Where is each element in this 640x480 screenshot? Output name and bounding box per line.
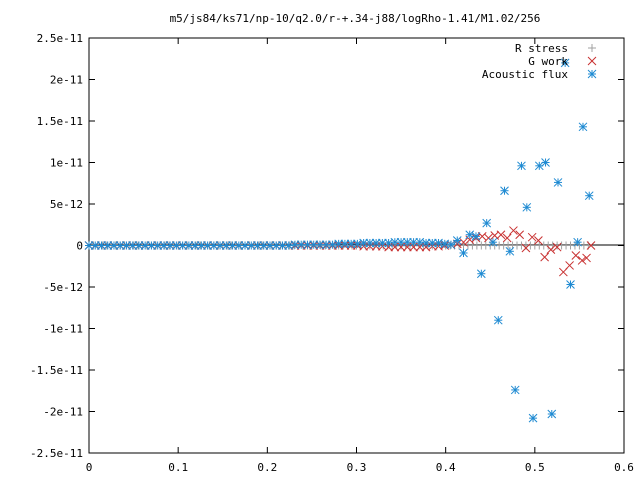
x-tick-label: 0.3 xyxy=(347,461,367,474)
data-point xyxy=(552,242,562,252)
data-point xyxy=(384,242,393,252)
data-point xyxy=(134,241,144,250)
data-point xyxy=(90,241,100,250)
data-point xyxy=(534,161,544,171)
data-point xyxy=(452,236,462,245)
data-point xyxy=(459,248,468,258)
data-point xyxy=(534,236,543,245)
data-point xyxy=(465,230,475,240)
data-point xyxy=(488,237,498,247)
x-tick-label: 0.2 xyxy=(257,461,277,474)
series-acoustic-flux xyxy=(84,58,594,423)
y-tick-label: -1e-11 xyxy=(43,323,83,336)
data-point xyxy=(190,241,200,250)
data-point xyxy=(315,240,325,250)
data-point xyxy=(577,256,587,265)
legend-marker xyxy=(588,44,596,52)
x-tick-label: 0.6 xyxy=(614,461,634,474)
data-point xyxy=(493,315,503,325)
x-tick-label: 0.1 xyxy=(168,461,188,474)
data-point xyxy=(476,269,486,279)
data-point xyxy=(510,385,520,395)
data-point xyxy=(459,237,468,247)
y-tick-label: -2.5e-11 xyxy=(30,447,83,460)
data-point xyxy=(528,413,538,423)
data-point xyxy=(196,241,206,250)
data-point xyxy=(522,202,532,212)
data-point xyxy=(296,240,306,250)
axis-tick-labels: 0 0.1 0.2 0.3 0.4 0.5 0.6 2.5e-11 2e-11 1.5e-11 1e… xyxy=(30,32,634,474)
data-point xyxy=(566,280,575,289)
series-g-work xyxy=(84,226,596,277)
y-tick-label: -1.5e-11 xyxy=(30,364,83,377)
data-point xyxy=(586,241,596,250)
data-point xyxy=(477,232,487,241)
legend-label: G work xyxy=(528,55,568,68)
data-point xyxy=(584,191,594,201)
data-point xyxy=(259,241,269,250)
data-point xyxy=(159,241,169,250)
y-tick-label: 0 xyxy=(76,240,83,253)
data-point xyxy=(165,241,175,250)
data-point xyxy=(546,245,556,255)
data-point xyxy=(578,122,588,132)
data-point xyxy=(553,178,563,187)
y-tick-label: 1e-11 xyxy=(50,157,83,170)
data-point xyxy=(571,251,581,260)
data-point xyxy=(328,240,337,250)
data-point xyxy=(560,58,570,68)
data-point xyxy=(409,237,418,247)
data-point xyxy=(565,261,574,270)
y-tick-label: -2e-11 xyxy=(43,406,83,419)
legend-label: R stress xyxy=(515,42,568,55)
chart-title: m5/js84/ks71/np-10/q2.0/r-+.34-j88/logRh… xyxy=(170,12,541,25)
x-tick-label: 0.5 xyxy=(525,461,545,474)
data-point xyxy=(446,240,456,250)
legend-label: Acoustic flux xyxy=(482,68,568,81)
data-point xyxy=(109,241,119,250)
data-point xyxy=(505,246,515,256)
data-point xyxy=(502,233,512,243)
data-point xyxy=(515,230,525,240)
x-tick-label: 0 xyxy=(86,461,93,474)
data-point xyxy=(178,241,187,250)
data-point xyxy=(547,409,557,419)
y-tick-label: 5e-12 xyxy=(50,198,83,211)
data-point xyxy=(140,241,150,250)
data-point xyxy=(500,186,509,196)
data-point xyxy=(153,241,163,250)
data-point xyxy=(540,252,549,262)
data-point xyxy=(541,158,550,167)
data-point xyxy=(517,161,526,171)
data-point xyxy=(527,232,537,242)
data-point xyxy=(265,241,275,250)
y-tick-label: -5e-12 xyxy=(43,281,83,294)
series-layer xyxy=(84,58,596,423)
data-point xyxy=(582,253,591,263)
data-point xyxy=(482,218,492,228)
y-tick-label: 2.5e-11 xyxy=(37,32,83,45)
data-point xyxy=(365,238,375,248)
data-point xyxy=(509,226,518,235)
data-point xyxy=(521,243,531,253)
axis-ticks xyxy=(88,37,625,454)
data-point xyxy=(471,232,481,241)
legend-marker xyxy=(587,56,597,66)
legend-marker xyxy=(587,69,597,79)
y-tick-label: 1.5e-11 xyxy=(37,115,83,128)
y-tick-label: 2e-11 xyxy=(50,74,83,87)
data-point xyxy=(496,230,506,240)
x-tick-label: 0.4 xyxy=(436,461,456,474)
data-point xyxy=(573,237,582,247)
